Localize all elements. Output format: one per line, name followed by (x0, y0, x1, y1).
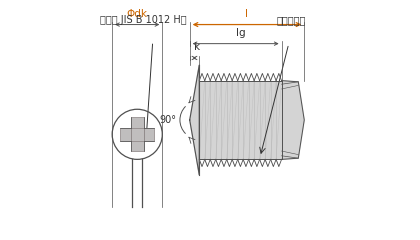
Polygon shape (131, 117, 144, 151)
Polygon shape (190, 65, 199, 175)
Text: 十字穴 JIS B 1012 H形: 十字穴 JIS B 1012 H形 (100, 15, 187, 25)
Text: l: l (245, 9, 249, 18)
Polygon shape (120, 128, 155, 141)
Text: lg: lg (236, 28, 245, 38)
Text: 90°: 90° (160, 115, 177, 125)
FancyBboxPatch shape (131, 128, 144, 141)
FancyBboxPatch shape (199, 81, 281, 159)
Polygon shape (281, 81, 304, 159)
Text: ねじの呼び: ねじの呼び (276, 15, 306, 25)
Text: Φdk: Φdk (127, 9, 148, 18)
Text: k: k (194, 42, 200, 52)
